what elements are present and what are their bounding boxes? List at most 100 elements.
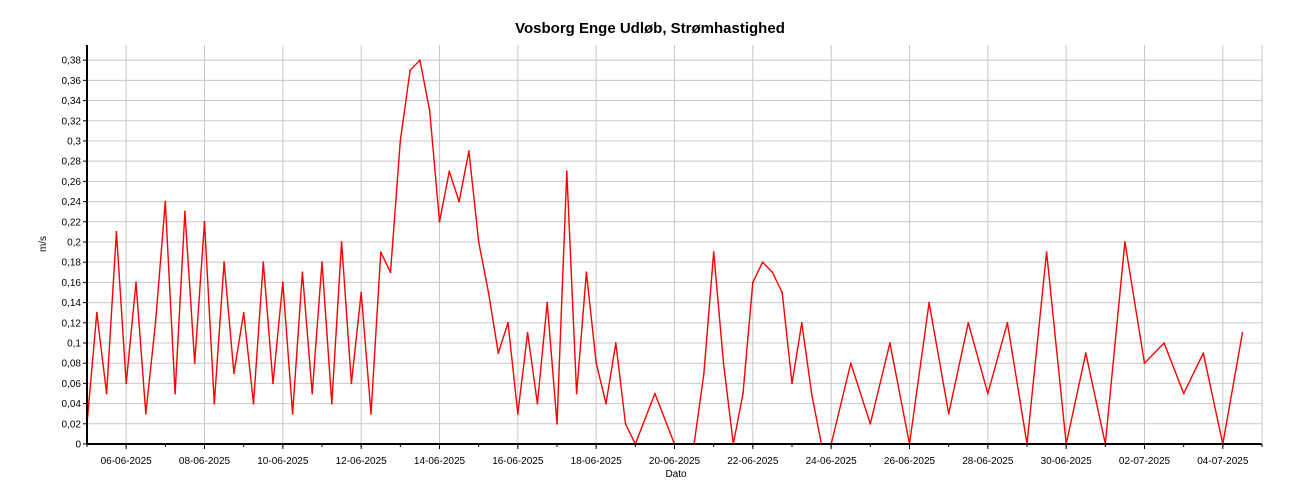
y-tick-label: 0,18 <box>62 258 82 269</box>
data-point <box>477 241 480 243</box>
data-point <box>223 261 226 264</box>
y-tick-label: 0,14 <box>62 298 82 309</box>
data-point <box>350 382 353 385</box>
x-tick-label: 06-06-2025 <box>101 456 153 467</box>
data-point <box>115 231 118 233</box>
data-point <box>301 271 304 274</box>
data-point <box>311 392 314 395</box>
y-tick-label: 0,26 <box>62 177 82 188</box>
data-point <box>330 402 333 405</box>
y-tick-label: 0,04 <box>62 399 82 410</box>
data-point <box>428 109 431 112</box>
y-tick-label: 0,16 <box>62 278 82 289</box>
data-point <box>1241 332 1244 334</box>
data-point <box>233 372 235 375</box>
data-point <box>810 392 813 395</box>
y-tick-label: 0,32 <box>62 116 82 127</box>
data-point <box>174 392 177 395</box>
y-tick-label: 0,06 <box>62 379 82 390</box>
data-point <box>281 281 284 284</box>
x-tick-label: 30-06-2025 <box>1041 456 1093 467</box>
x-tick-label: 12-06-2025 <box>336 456 388 467</box>
x-tick-label: 18-06-2025 <box>571 456 623 467</box>
data-point <box>154 321 157 324</box>
data-point <box>389 271 392 274</box>
data-point <box>242 311 245 314</box>
x-tick-label: 10-06-2025 <box>257 456 309 467</box>
data-point <box>105 392 108 395</box>
x-tick-label: 26-06-2025 <box>884 456 936 467</box>
data-point <box>370 412 372 415</box>
grid-layer <box>87 45 1262 445</box>
data-point <box>379 251 382 254</box>
data-point <box>184 210 186 213</box>
y-tick-label: 0,02 <box>62 419 82 430</box>
data-point <box>986 392 989 395</box>
y-tick-label: 0,12 <box>62 318 82 329</box>
data-point <box>742 392 744 395</box>
x-tick-label: 24-06-2025 <box>806 456 858 467</box>
y-tick-label: 0,36 <box>62 76 82 87</box>
y-tick-label: 0 <box>75 440 81 451</box>
data-point <box>565 170 568 173</box>
y-axis-label: m/s <box>38 236 49 252</box>
y-tick-label: 0,2 <box>67 237 81 248</box>
x-tick-label: 20-06-2025 <box>649 456 701 467</box>
data-point <box>438 220 441 223</box>
data-point <box>1143 362 1146 365</box>
data-point <box>849 362 852 365</box>
data-point <box>1163 342 1165 344</box>
data-point <box>703 372 705 375</box>
data-point <box>468 150 470 153</box>
y-tick-label: 0,22 <box>62 217 82 228</box>
data-point <box>800 321 803 324</box>
data-point <box>291 412 294 415</box>
data-point <box>1202 352 1205 354</box>
data-point <box>1006 321 1009 324</box>
data-point <box>497 352 500 354</box>
data-point <box>95 311 98 314</box>
data-point <box>262 261 265 264</box>
y-tick-label: 0,24 <box>62 197 82 208</box>
data-point <box>487 291 490 294</box>
data-point <box>654 392 656 395</box>
data-point <box>252 402 255 405</box>
data-point <box>556 422 558 425</box>
data-point <box>526 332 529 334</box>
data-point <box>272 382 274 385</box>
x-tick-label: 14-06-2025 <box>414 456 466 467</box>
x-axis-label: Dato <box>665 469 687 480</box>
axis-layer: 0 0,02 0,04 0,06 0,08 0,1 0,12 0,14 0,16 0,18 0,2 0… <box>62 45 1263 467</box>
data-point <box>624 422 627 425</box>
data-point <box>448 170 451 173</box>
data-point <box>399 140 402 142</box>
y-tick-label: 0,08 <box>62 359 82 370</box>
data-point <box>125 382 128 385</box>
data-point <box>507 321 509 324</box>
data-point <box>458 200 460 203</box>
data-point <box>213 402 216 405</box>
data-point <box>546 301 549 304</box>
data-point <box>575 392 578 395</box>
data-point <box>1124 241 1126 243</box>
y-tick-label: 0,1 <box>67 338 81 349</box>
data-point <box>781 291 784 294</box>
data-point <box>751 281 754 284</box>
data-point <box>419 59 421 62</box>
data-point <box>1084 352 1087 354</box>
data-point <box>360 291 363 294</box>
data-point <box>947 412 950 415</box>
x-tick-label: 08-06-2025 <box>179 456 231 467</box>
data-point <box>164 200 167 203</box>
data-point <box>595 362 598 365</box>
data-point <box>928 301 930 304</box>
y-tick-label: 0,3 <box>67 136 81 147</box>
data-point <box>889 342 891 344</box>
data-point <box>722 362 725 365</box>
data-point <box>771 271 774 274</box>
x-tick-label: 02-07-2025 <box>1119 456 1171 467</box>
x-tick-label: 22-06-2025 <box>727 456 779 467</box>
data-point <box>605 402 607 405</box>
y-tick-label: 0,28 <box>62 157 82 168</box>
